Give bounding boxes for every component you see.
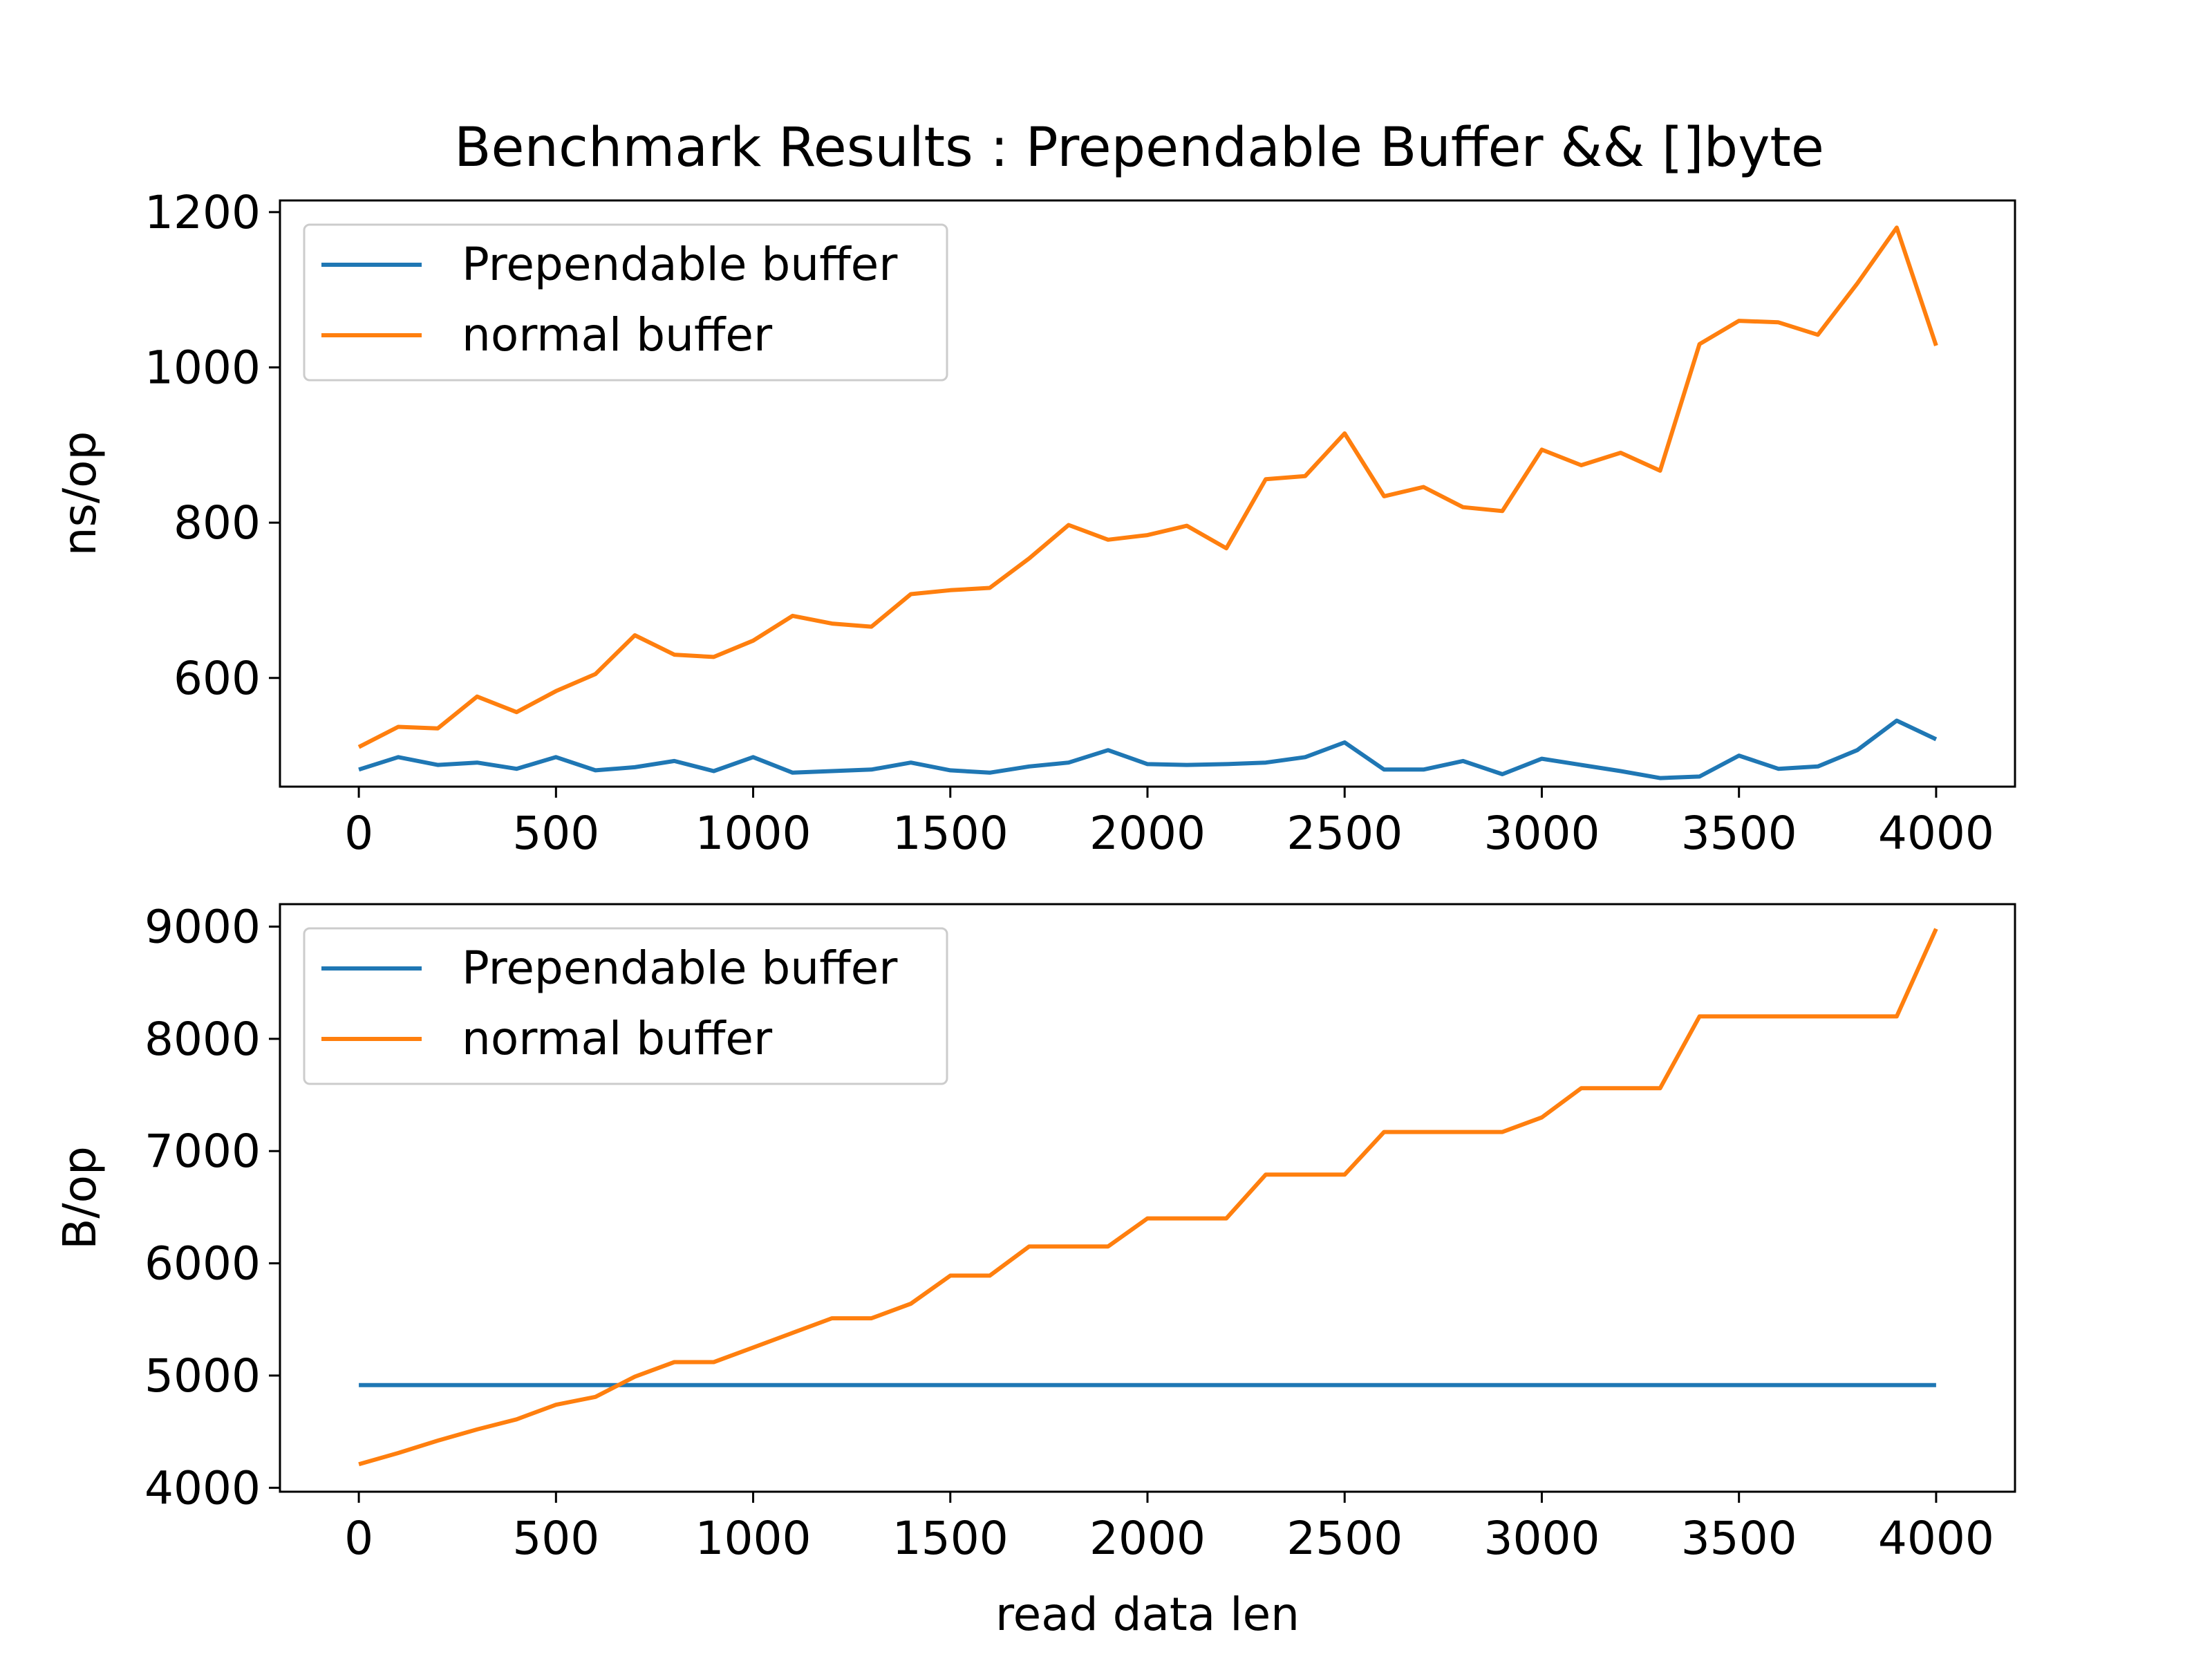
x-tick-label: 1500 (892, 1512, 1009, 1565)
x-tick-label: 0 (344, 807, 373, 860)
y-tick-label: 4000 (144, 1461, 261, 1515)
y-axis-label: ns/op (53, 431, 106, 556)
x-tick-label: 3500 (1681, 807, 1797, 860)
legend-label-normal-buffer: normal buffer (462, 1012, 773, 1065)
y-axis-label: B/op (53, 1146, 106, 1250)
y-tick-label: 600 (174, 652, 261, 705)
figure-title: Benchmark Results : Prependable Buffer &… (454, 117, 1824, 179)
x-tick-label: 1000 (695, 807, 812, 860)
x-tick-label: 1500 (892, 807, 1009, 860)
x-tick-label: 3000 (1483, 807, 1600, 860)
legend-box (303, 927, 948, 1085)
y-tick-label: 7000 (144, 1125, 261, 1178)
legend-box (303, 223, 948, 382)
x-tick-label: 2500 (1286, 1512, 1403, 1565)
y-tick-label: 6000 (144, 1237, 261, 1291)
y-tick-label: 5000 (144, 1349, 261, 1403)
y-tick-label: 800 (174, 496, 261, 550)
y-tick-label: 8000 (144, 1013, 261, 1066)
y-tick-label: 1200 (144, 186, 261, 239)
ns-op-panel: 0 500 1000 1500 2000 2500 3000 3500 4000 600 800 10… (53, 186, 2016, 860)
y-tick-label: 9000 (144, 900, 261, 953)
b-op-panel: 0 500 1000 1500 2000 2500 3000 3500 4000 4000 5000… (53, 900, 2016, 1641)
x-tick-label: 500 (512, 807, 599, 860)
x-tick-label: 2500 (1286, 807, 1403, 860)
x-tick-label: 2000 (1089, 1512, 1206, 1565)
x-tick-label: 3000 (1483, 1512, 1600, 1565)
x-tick-label: 500 (512, 1512, 599, 1565)
x-axis-label: read data len (995, 1588, 1300, 1641)
x-tick-label: 0 (344, 1512, 373, 1565)
series-line-normal-buffer (358, 928, 1938, 1467)
x-tick-label: 4000 (1878, 1512, 1994, 1565)
legend-label-prependable-buffer: Prependable buffer (462, 238, 898, 291)
x-tick-label: 4000 (1878, 807, 1994, 860)
x-tick-label: 1000 (695, 1512, 812, 1565)
series-line-prependable-buffer (358, 718, 1938, 780)
legend-label-prependable-buffer: Prependable buffer (462, 941, 898, 995)
x-tick-label: 3500 (1681, 1512, 1797, 1565)
legend-label-normal-buffer: normal buffer (462, 308, 773, 362)
legend: Prependable buffer normal buffer (303, 927, 948, 1085)
legend: Prependable buffer normal buffer (303, 223, 948, 382)
y-tick-label: 1000 (144, 341, 261, 394)
series-line-normal-buffer (357, 225, 1938, 749)
x-tick-label: 2000 (1089, 807, 1206, 860)
